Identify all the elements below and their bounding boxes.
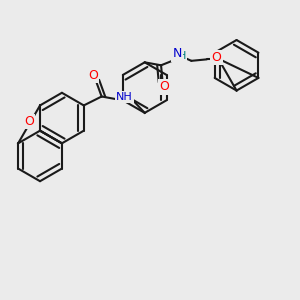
Text: N: N bbox=[173, 47, 182, 61]
Text: O: O bbox=[159, 80, 169, 94]
Text: NH: NH bbox=[116, 92, 133, 102]
Text: O: O bbox=[24, 115, 34, 128]
Text: O: O bbox=[88, 69, 98, 82]
Text: O: O bbox=[212, 51, 222, 64]
Text: H: H bbox=[178, 51, 186, 61]
